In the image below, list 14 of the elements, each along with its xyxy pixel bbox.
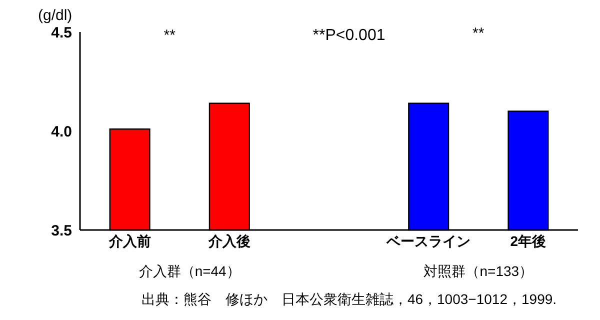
source-note: 出典：熊谷 修ほか 日本公衆衛生雑誌，46，1003−1012，1999. xyxy=(141,291,557,307)
y-axis-title: (g/dl) xyxy=(38,7,72,24)
y-tick-label: 3.5 xyxy=(51,222,72,240)
annotation: **P<0.001 xyxy=(312,27,386,44)
x-tick-label: 介入後 xyxy=(207,233,250,249)
y-tick-label: 4.0 xyxy=(51,123,72,140)
x-tick-label: 介入前 xyxy=(108,233,151,249)
y-tick-label: 4.5 xyxy=(51,24,72,42)
annotation: ** xyxy=(164,27,176,44)
x-tick-label: ベースライン xyxy=(386,233,471,249)
text: 介入群（n=44） xyxy=(138,263,240,279)
text: 対照群（n=133） xyxy=(424,263,534,279)
x-tick-label: 2年後 xyxy=(510,233,546,249)
annotation: ** xyxy=(472,25,484,42)
